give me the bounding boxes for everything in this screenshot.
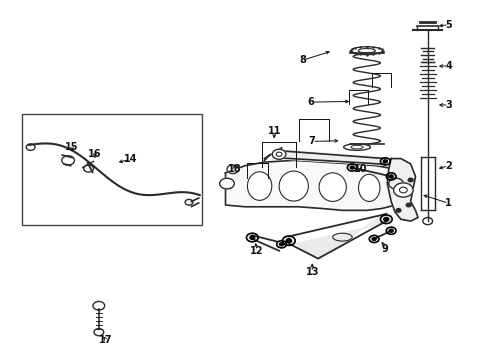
Circle shape [393,183,413,197]
Text: 2: 2 [445,161,452,171]
Text: 13: 13 [305,267,319,277]
Text: 7: 7 [309,136,316,147]
Polygon shape [284,212,393,260]
Polygon shape [275,150,389,165]
Ellipse shape [359,174,380,202]
Text: 16: 16 [88,149,102,159]
Circle shape [383,160,388,163]
Text: 11: 11 [268,126,281,136]
Text: 12: 12 [250,246,264,256]
Circle shape [227,165,239,174]
Text: 5: 5 [445,19,452,30]
Circle shape [250,235,255,239]
Text: 10: 10 [354,164,368,174]
Circle shape [272,149,286,159]
Circle shape [406,203,411,207]
Circle shape [350,166,354,169]
Ellipse shape [319,173,346,202]
Polygon shape [225,160,396,210]
Ellipse shape [351,47,383,55]
Text: 15: 15 [65,142,79,152]
Text: 18: 18 [227,164,241,174]
Circle shape [220,178,234,189]
Circle shape [389,178,403,189]
Text: 14: 14 [124,154,137,164]
Bar [22,114,202,225]
Circle shape [372,237,376,240]
Polygon shape [387,158,418,221]
Circle shape [396,208,401,212]
Text: 4: 4 [445,61,452,71]
Text: 9: 9 [382,244,389,253]
Circle shape [408,178,413,182]
Circle shape [384,217,389,221]
Ellipse shape [247,172,272,201]
Text: 17: 17 [99,335,113,345]
Circle shape [389,229,393,232]
Text: 1: 1 [445,198,452,208]
Circle shape [279,243,284,246]
Ellipse shape [279,171,308,201]
Ellipse shape [343,144,370,150]
Circle shape [389,175,393,178]
Text: 6: 6 [307,97,314,107]
Text: 3: 3 [445,100,452,110]
Ellipse shape [333,233,352,241]
Text: 8: 8 [299,55,306,65]
Circle shape [286,239,292,243]
